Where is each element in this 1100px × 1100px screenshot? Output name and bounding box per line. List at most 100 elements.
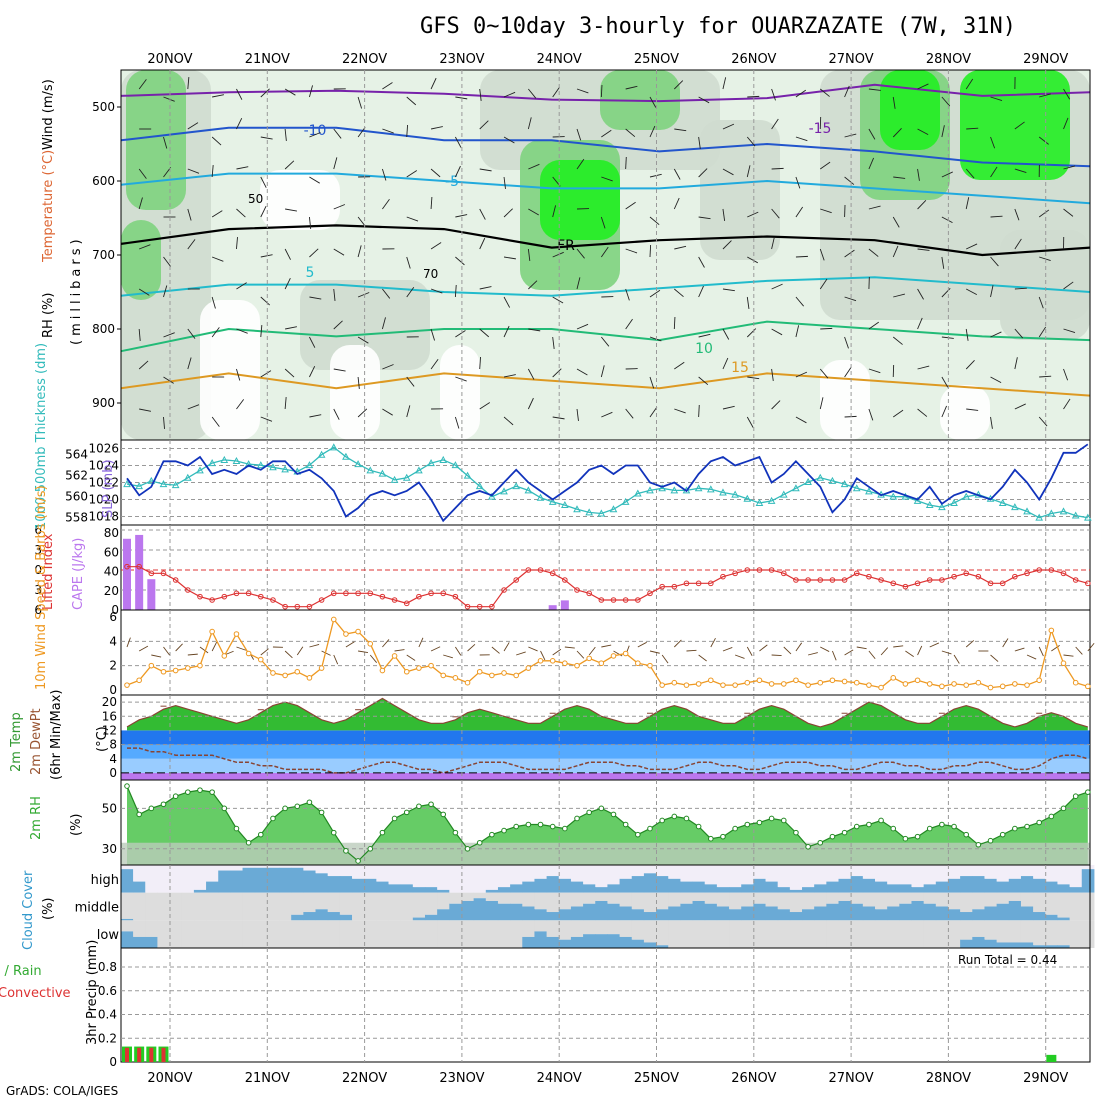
wind-barb <box>722 208 726 221</box>
cloud-gap <box>303 892 317 913</box>
wind-speed-point <box>914 677 921 684</box>
wind-barb <box>455 96 468 100</box>
cloud-gap <box>960 920 973 940</box>
wind-barb <box>163 136 168 149</box>
wind-barb <box>965 197 970 210</box>
wind-barb <box>625 408 634 419</box>
wind-barb <box>552 296 564 304</box>
precip-run-total: Run Total = 0.44 <box>958 953 1057 967</box>
wind-barb <box>503 296 511 308</box>
contour-label: -15 <box>809 121 832 137</box>
surface-wind-barb <box>309 643 320 648</box>
thickness-point <box>220 455 229 463</box>
cloud-cell <box>668 906 681 921</box>
cloud-gap <box>753 892 767 904</box>
wind-barb <box>1063 88 1071 100</box>
cloud-cell <box>899 903 912 921</box>
cloud-cell <box>266 867 280 893</box>
date-label-top: 26NOV <box>731 52 776 67</box>
cloud-cell <box>631 909 645 921</box>
surface-wind-barb <box>893 645 904 648</box>
wind-barb <box>674 288 684 298</box>
wind-barb <box>138 328 141 341</box>
thickness-point <box>658 484 666 492</box>
thickness-point <box>427 459 435 467</box>
wind-barb <box>966 408 979 411</box>
lifted-index-point <box>270 597 276 603</box>
cloud-gap <box>558 892 572 910</box>
lifted-index-point <box>914 580 921 587</box>
wind-barb <box>600 365 605 378</box>
thickness-point <box>840 480 849 488</box>
wind-barb <box>163 96 175 102</box>
cloud-cell <box>631 876 645 893</box>
wind-barb <box>868 321 880 330</box>
wind-barb <box>674 361 685 370</box>
contour-label: FR <box>557 238 575 254</box>
rh2m-point <box>598 805 605 812</box>
cloud-gap <box>984 892 998 907</box>
wind-barb <box>844 296 857 302</box>
cloud-cell <box>133 881 146 893</box>
cloud-cell <box>826 903 840 921</box>
thickness-point <box>378 469 387 477</box>
cape-tick-label: 0 <box>111 603 119 617</box>
lifted-index-point <box>379 593 386 600</box>
wind-barb <box>236 368 241 381</box>
cloud-cell <box>1045 945 1058 948</box>
wind-barb <box>503 416 514 426</box>
ylabel-total-rain: Total / Rain <box>0 964 42 979</box>
cloud-gap <box>874 920 888 948</box>
cloud-gap <box>546 892 560 913</box>
cloud-cell <box>327 912 341 921</box>
date-label-bottom: 26NOV <box>731 1071 776 1086</box>
wind-speed-point <box>1048 627 1055 634</box>
wind-barb <box>771 208 780 219</box>
wind-speed-point <box>270 670 276 676</box>
thickness-point <box>536 493 545 501</box>
wind-barb <box>990 376 1002 384</box>
y-tick-label: 500 <box>92 100 115 114</box>
thickness-point <box>561 501 569 509</box>
surface-wind-barb <box>418 637 424 648</box>
cloud-gap <box>765 892 779 907</box>
contour-label: -10 <box>304 123 327 139</box>
surface-wind-barb <box>528 646 538 652</box>
lifted-index-point <box>136 563 142 570</box>
wind-barb <box>187 357 192 370</box>
wind-barb <box>722 123 735 130</box>
cloud-gap <box>169 892 183 921</box>
cloud-gap <box>656 892 669 910</box>
cloud-gap <box>753 865 767 879</box>
rh2m-point <box>878 817 884 824</box>
rh-shade <box>330 345 380 440</box>
rh2m-point <box>622 821 629 828</box>
wind-barb <box>917 168 920 181</box>
cloud-cell <box>1033 945 1046 948</box>
wind-speed-point <box>1036 677 1042 684</box>
rh2m-point <box>476 839 483 846</box>
cloud-gap <box>303 920 317 948</box>
panel-frame <box>120 524 1091 611</box>
wind-barb <box>625 201 636 210</box>
cloud-gap <box>935 920 949 948</box>
wind-barb <box>357 245 362 258</box>
cloud-cell <box>984 906 998 921</box>
cloud-gap <box>218 920 231 948</box>
wind-barb <box>820 208 832 214</box>
cloud-gap <box>680 865 694 882</box>
wind-barb <box>795 296 804 307</box>
wind-barb <box>844 336 849 349</box>
wind-barb <box>1063 368 1069 381</box>
wind-speed-point <box>890 675 897 681</box>
rh2m-point <box>841 829 848 836</box>
cloud-cell <box>765 906 779 921</box>
wind-barb <box>601 411 613 418</box>
cloud-gap <box>1057 892 1071 918</box>
cloud-cell <box>303 870 317 893</box>
ylabel-cloud-pct: (%) <box>41 898 56 921</box>
wind-barb <box>576 277 581 290</box>
wind-barb <box>698 216 711 220</box>
wind-speed-point <box>902 681 909 687</box>
wind-speed-point <box>245 650 252 657</box>
